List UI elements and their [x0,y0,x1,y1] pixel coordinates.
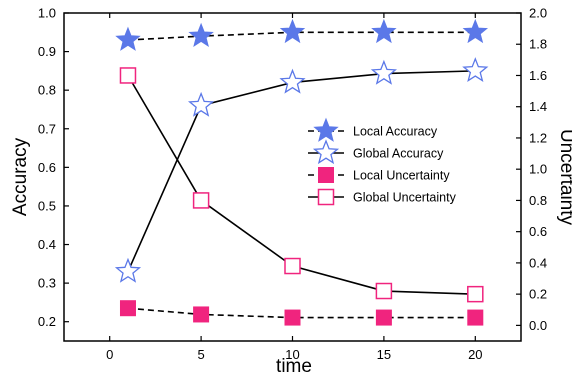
legend-marker [318,167,334,183]
y-right-tick-label: 0.8 [529,193,547,208]
data-point-local-uncertainty [284,309,301,326]
y-left-tick-label: 0.2 [38,314,56,329]
y-left-tick-label: 0.6 [38,160,56,175]
data-point-global-accuracy [370,59,398,85]
y-axis-right-title: Uncertainty [556,129,572,226]
legend-label: Global Uncertainty [353,191,457,205]
data-point-local-accuracy [371,18,397,44]
y-right-tick-label: 1.4 [529,99,547,114]
data-point-global-uncertainty [467,285,484,303]
x-tick-label: 5 [197,347,204,362]
y-right-tick-label: 1.2 [529,130,547,145]
y-right-tick-label: 2.0 [529,6,547,21]
y-left-tick-label: 0.3 [38,276,56,291]
data-point-global-accuracy [114,257,142,283]
data-point-local-accuracy [462,18,489,44]
y-right-tick-label: 1.0 [529,162,547,177]
y-right-tick-label: 0.2 [529,287,547,302]
y-left-tick-label: 0.5 [38,198,56,213]
data-point-local-uncertainty [467,309,484,326]
data-point-global-accuracy [462,57,489,83]
data-point-local-accuracy [188,22,214,47]
data-point-local-accuracy [279,18,306,44]
x-axis-title: time [276,356,312,377]
legend: Local Accuracy Global Accuracy Local Uncer… [305,117,483,216]
legend-marker [313,117,339,142]
y-right-tick-label: 0.4 [529,255,547,270]
data-point-local-uncertainty [119,300,136,317]
x-tick-label: 20 [468,347,482,362]
legend-item-global-accuracy: Global Accuracy [308,139,444,165]
data-point-global-uncertainty [284,257,301,275]
y-left-tick-label: 1.0 [38,6,56,21]
y-right-tick-label: 0.0 [529,318,547,333]
y-axis-left-title: Accuracy [10,137,31,216]
series-local-accuracy [115,18,489,51]
legend-label: Local Uncertainty [353,169,450,183]
data-point-local-accuracy [115,26,141,51]
legend-item-local-accuracy: Local Accuracy [308,117,438,142]
legend-marker [312,139,340,165]
data-point-global-uncertainty [119,67,137,84]
legend-label: Global Accuracy [353,147,444,161]
legend-marker [317,188,335,206]
data-point-global-uncertainty [375,282,393,300]
data-point-global-accuracy [279,68,306,94]
y-right-tick-label: 0.6 [529,224,547,239]
y-right-tick-label: 1.8 [529,37,547,52]
legend-box [305,120,483,216]
data-point-local-uncertainty [375,309,392,326]
y-left-tick-label: 0.9 [38,44,56,59]
legend-item-local-uncertainty: Local Uncertainty [308,167,450,183]
data-point-local-uncertainty [193,306,210,323]
x-tick-label: 10 [285,347,299,362]
series-global-uncertainty [119,67,484,303]
axis-ticks: 0 5 10 15 20 0.2 0.3 0.4 0.5 0.6 0.7 0.8 0.9 1.0 0.0 0.… [38,6,547,363]
y-left-tick-label: 0.7 [38,121,56,136]
series-layer [114,18,489,326]
y-right-tick-label: 1.6 [529,68,547,83]
x-tick-label: 0 [106,347,113,362]
legend-item-global-uncertainty: Global Uncertainty [308,188,457,206]
y-left-tick-label: 0.8 [38,83,56,98]
x-tick-label: 15 [377,347,391,362]
data-point-global-accuracy [187,91,215,117]
data-point-global-uncertainty [192,192,210,209]
series-global-accuracy [114,57,489,283]
y-left-tick-label: 0.4 [38,237,56,252]
series-local-uncertainty [119,300,484,326]
legend-label: Local Accuracy [353,125,438,139]
